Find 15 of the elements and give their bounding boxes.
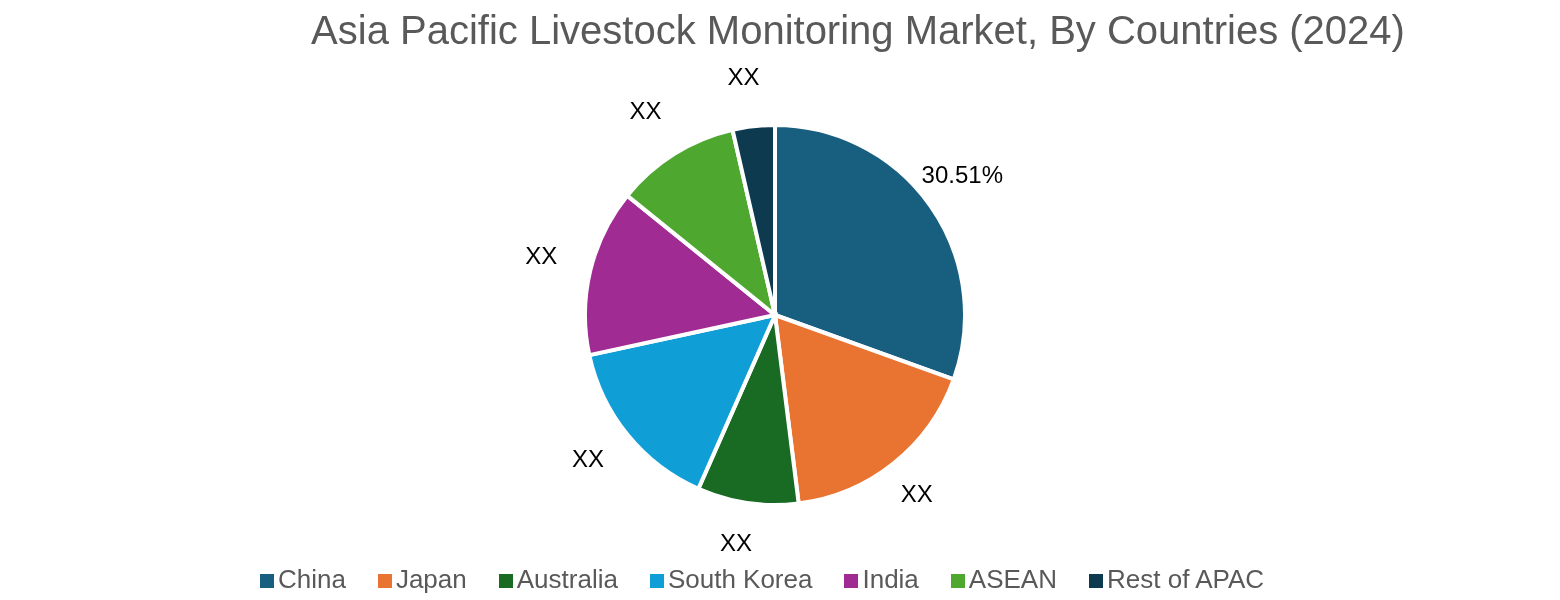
data-label: XX	[525, 242, 558, 270]
data-label: XX	[720, 529, 753, 557]
legend-label: South Korea	[667, 564, 813, 594]
legend-label: India	[862, 564, 919, 594]
legend-label: Japan	[395, 564, 467, 594]
data-label: XX	[900, 479, 933, 507]
data-label: XX	[629, 97, 662, 125]
data-label: XX	[727, 62, 760, 90]
legend-label: ASEAN	[968, 564, 1057, 594]
legend-label: Rest of APAC	[1107, 564, 1265, 594]
data-label: 30.51%	[921, 161, 1004, 189]
data-label: XX	[571, 445, 604, 473]
legend-label: Australia	[516, 564, 618, 594]
chart-title: Asia Pacific Livestock Monitoring Market, By Countries (2024)	[310, 8, 1406, 54]
legend-label: China	[277, 564, 346, 594]
